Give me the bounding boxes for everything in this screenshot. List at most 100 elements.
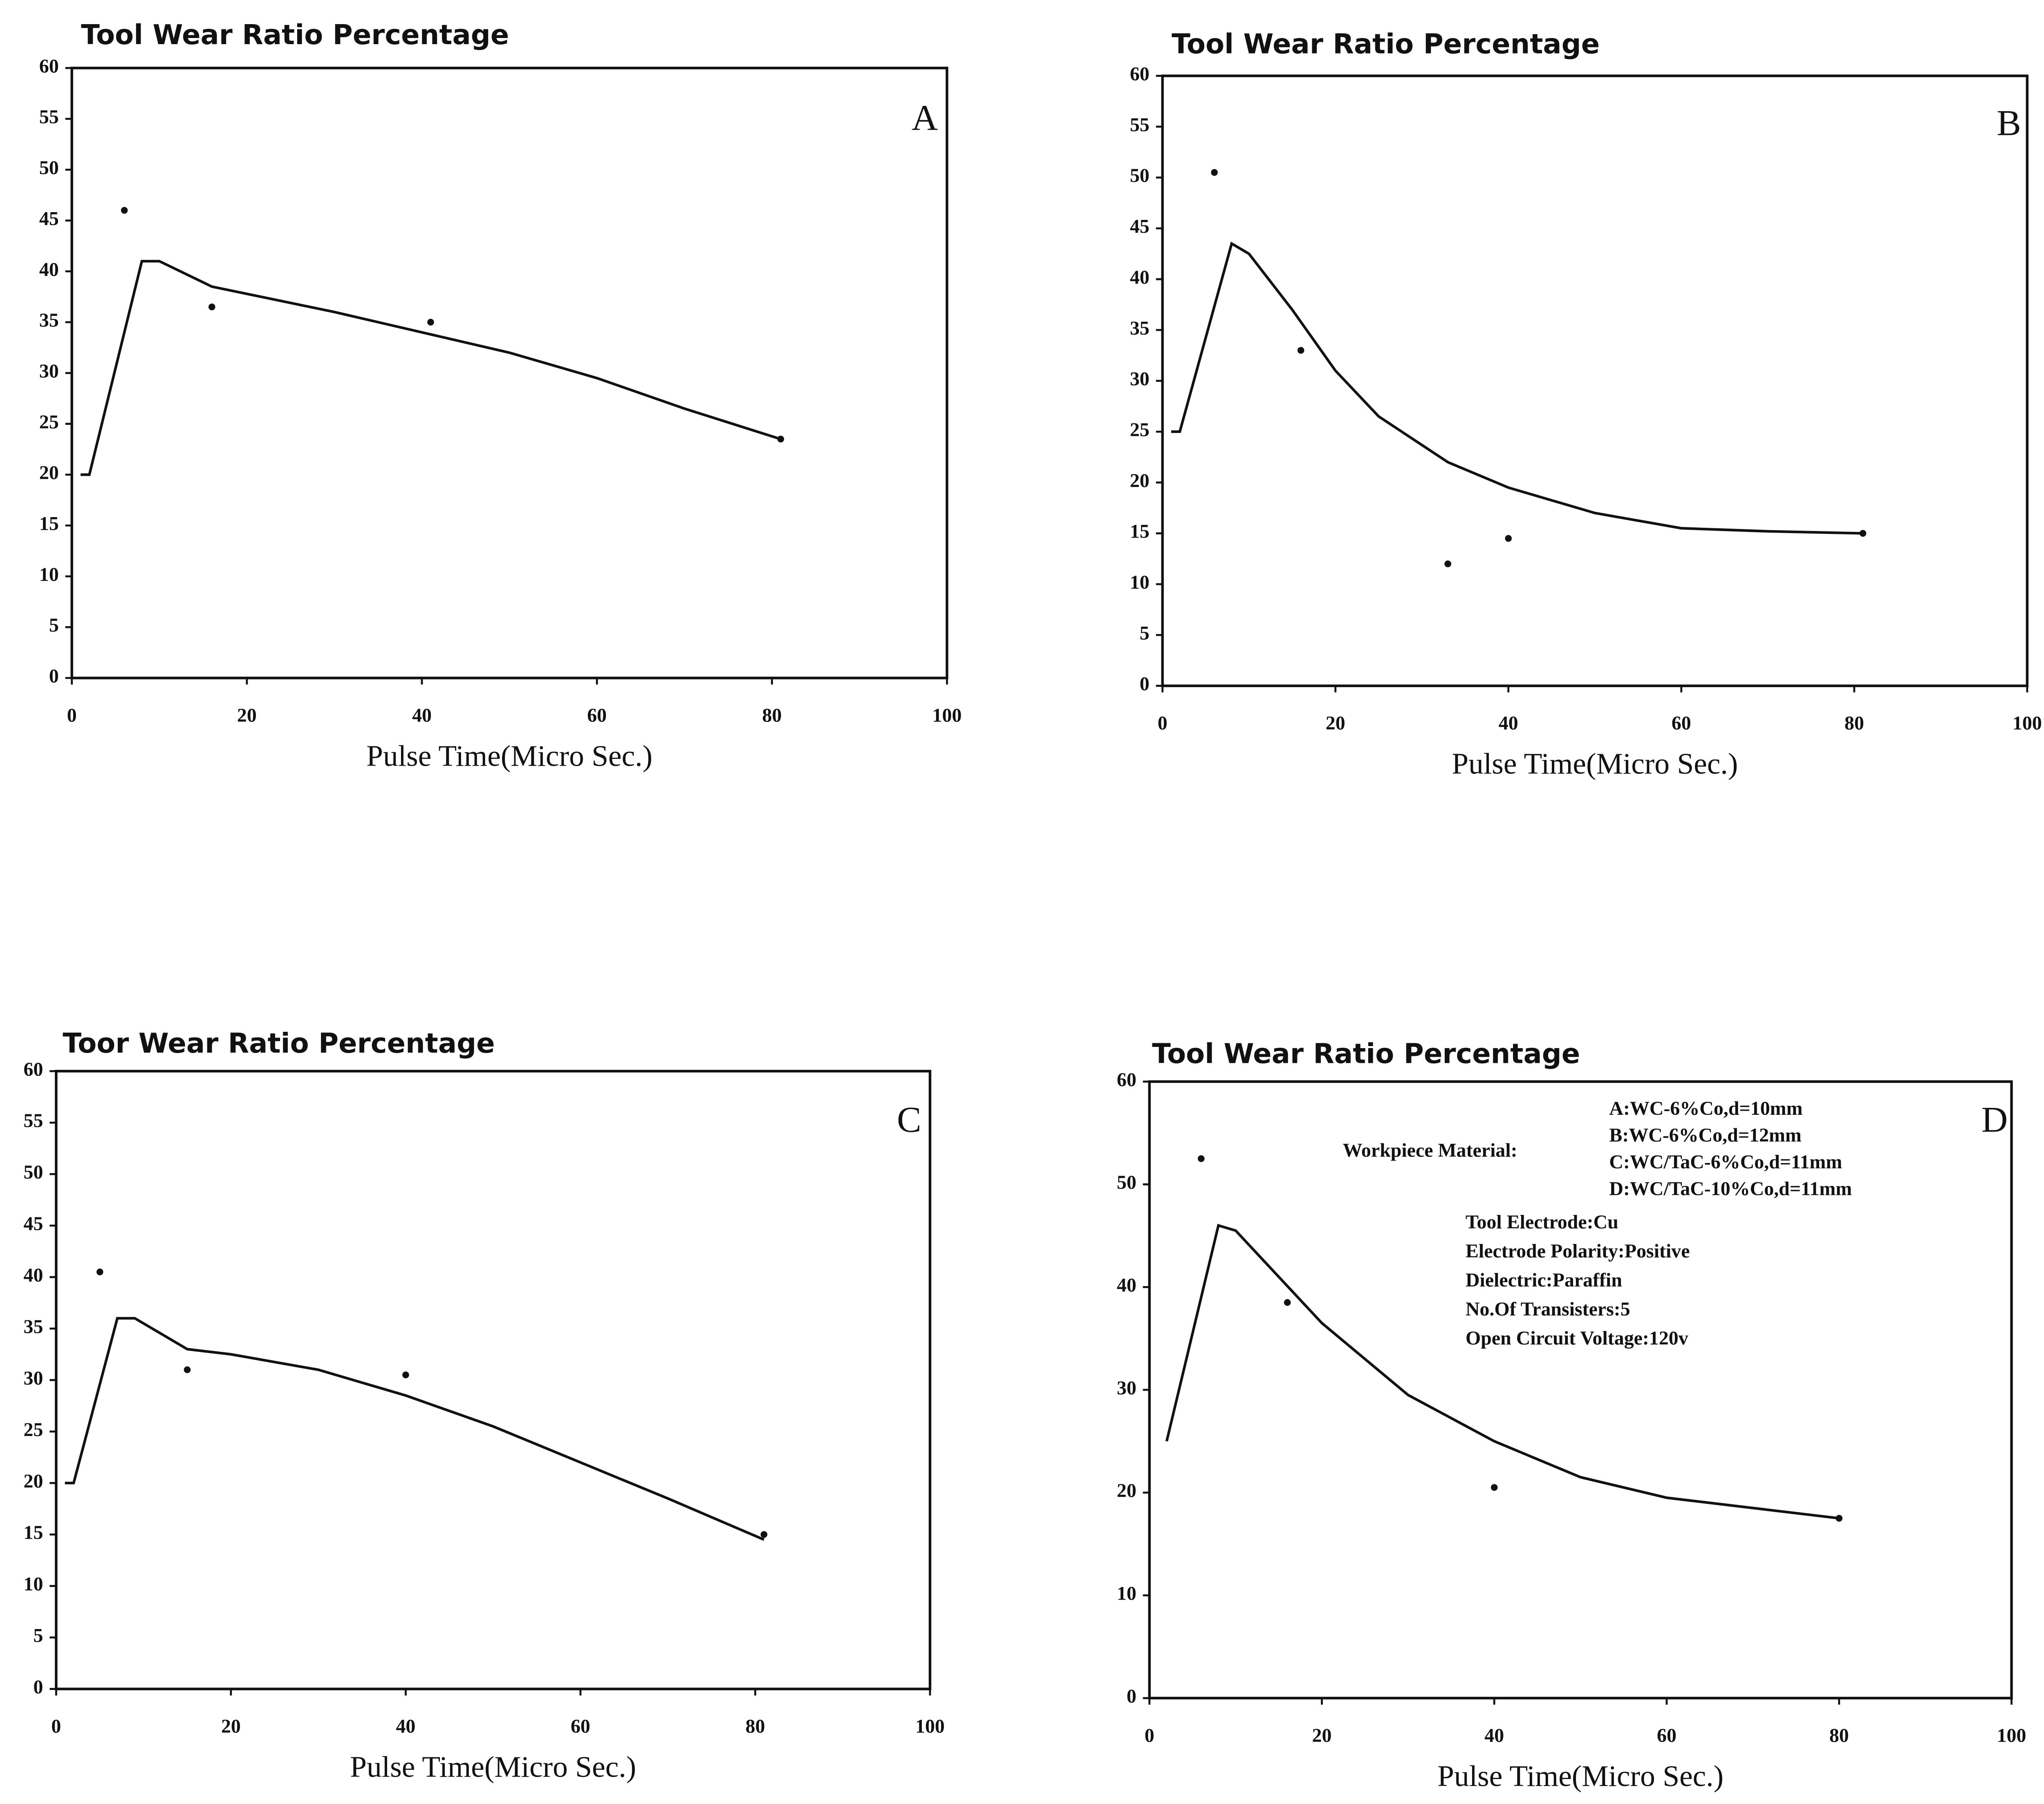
y-tick-label: 0: [1127, 1685, 1136, 1707]
y-tick-label: 60: [1117, 1069, 1136, 1091]
condition: Tool Electrode:Cu: [1466, 1211, 1618, 1233]
data-point: [427, 318, 434, 326]
y-tick-label: 20: [1117, 1480, 1136, 1501]
data-point: [777, 435, 784, 443]
y-tick-label: 15: [1130, 521, 1150, 542]
y-tick-label: 60: [24, 1058, 43, 1080]
x-tick-label: 0: [1145, 1725, 1154, 1746]
fit-curve: [81, 260, 781, 476]
workpiece-item: A:WC-6%Co,d=10mm: [1609, 1098, 1802, 1119]
y-tick-label: 35: [39, 309, 59, 331]
data-point: [1197, 1155, 1205, 1162]
y-tick-label: 35: [24, 1316, 43, 1338]
x-tick-label: 80: [762, 704, 782, 726]
x-axis-label: Pulse Time(Micro Sec.): [350, 1750, 636, 1784]
x-axis-label: Pulse Time(Micro Sec.): [1452, 747, 1738, 780]
y-tick-label: 20: [1130, 470, 1150, 491]
x-tick-label: 80: [745, 1715, 765, 1737]
y-tick-label: 10: [24, 1573, 43, 1595]
y-tick-label: 25: [24, 1419, 43, 1441]
y-tick-label: 50: [24, 1161, 43, 1183]
y-tick-label: 35: [1130, 317, 1150, 339]
y-tick-label: 10: [1117, 1583, 1136, 1605]
x-tick-label: 80: [1845, 713, 1864, 734]
y-tick-label: 55: [39, 106, 59, 128]
y-tick-label: 0: [1140, 673, 1150, 695]
y-tick-label: 10: [39, 564, 59, 585]
data-point: [402, 1371, 409, 1378]
y-tick-label: 40: [24, 1264, 43, 1286]
x-tick-label: 100: [915, 1715, 945, 1737]
y-tick-label: 60: [39, 55, 59, 77]
plot-frame: [1148, 1080, 2013, 1700]
x-tick-label: 60: [587, 704, 607, 726]
fit-curve: [1165, 1224, 1840, 1520]
plot-frame: [55, 1070, 932, 1690]
data-point: [184, 1366, 191, 1374]
y-tick-label: 40: [1117, 1275, 1136, 1296]
y-tick-label: 30: [1117, 1377, 1136, 1399]
panel-label: A: [912, 98, 938, 138]
x-tick-label: 80: [1829, 1725, 1849, 1746]
y-tick-label: 5: [1140, 622, 1150, 644]
y-tick-label: 40: [1130, 267, 1150, 288]
y-tick-label: 55: [1130, 114, 1150, 136]
data-point: [760, 1531, 768, 1538]
y-tick-label: 45: [39, 208, 59, 229]
data-point: [1505, 535, 1512, 542]
y-tick-label: 30: [24, 1367, 43, 1389]
y-tick-label: 20: [24, 1470, 43, 1492]
x-tick-label: 100: [1997, 1725, 2026, 1746]
chart-title: Toor Wear Ratio Percentage: [63, 1027, 495, 1059]
x-tick-label: 20: [1312, 1725, 1332, 1746]
x-tick-label: 40: [396, 1715, 415, 1737]
data-point: [1211, 169, 1218, 176]
workpiece-item: D:WC/TaC-10%Co,d=11mm: [1609, 1178, 1852, 1200]
x-tick-label: 100: [932, 704, 962, 726]
data-point: [121, 207, 128, 214]
chart-title: Tool Wear Ratio Percentage: [81, 19, 509, 51]
y-tick-label: 40: [39, 259, 59, 280]
data-point: [1444, 560, 1452, 567]
y-tick-label: 10: [1130, 571, 1150, 593]
plot-frame: [1161, 74, 2029, 687]
y-tick-label: 0: [33, 1676, 43, 1698]
workpiece-item: C:WC/TaC-6%Co,d=11mm: [1609, 1151, 1842, 1173]
y-tick-label: 15: [24, 1522, 43, 1544]
x-tick-label: 0: [67, 704, 77, 726]
data-point: [1836, 1515, 1843, 1522]
y-tick-label: 30: [39, 360, 59, 382]
y-tick-label: 30: [1130, 368, 1150, 390]
y-tick-label: 25: [1130, 419, 1150, 441]
y-tick-label: 55: [24, 1110, 43, 1132]
x-tick-label: 60: [571, 1715, 590, 1737]
x-tick-label: 40: [1499, 713, 1518, 734]
x-tick-label: 0: [1158, 713, 1168, 734]
y-tick-label: 20: [39, 462, 59, 484]
x-tick-label: 40: [1484, 1725, 1504, 1746]
chart-title: Tool Wear Ratio Percentage: [1152, 1038, 1580, 1069]
data-point: [1859, 530, 1867, 537]
fit-curve: [1171, 242, 1863, 535]
data-point: [1284, 1299, 1291, 1306]
x-tick-label: 20: [221, 1715, 241, 1737]
y-tick-label: 45: [24, 1213, 43, 1235]
y-tick-label: 25: [39, 411, 59, 433]
condition: Open Circuit Voltage:120v: [1466, 1327, 1688, 1349]
x-tick-label: 20: [1326, 713, 1345, 734]
y-tick-label: 45: [1130, 216, 1150, 238]
panel-label: C: [897, 1100, 921, 1140]
condition: Electrode Polarity:Positive: [1466, 1240, 1690, 1262]
workpiece-label: Workpiece Material:: [1343, 1139, 1517, 1161]
y-tick-label: 50: [1130, 165, 1150, 186]
data-point: [96, 1268, 103, 1275]
data-point: [208, 303, 215, 311]
chart-title: Tool Wear Ratio Percentage: [1172, 28, 1600, 60]
y-tick-label: 5: [33, 1625, 43, 1647]
workpiece-item: B:WC-6%Co,d=12mm: [1609, 1125, 1802, 1146]
y-tick-label: 50: [39, 157, 59, 179]
x-tick-label: 60: [1657, 1725, 1676, 1746]
x-axis-label: Pulse Time(Micro Sec.): [1437, 1759, 1724, 1793]
condition: Dielectric:Paraffin: [1466, 1269, 1622, 1291]
